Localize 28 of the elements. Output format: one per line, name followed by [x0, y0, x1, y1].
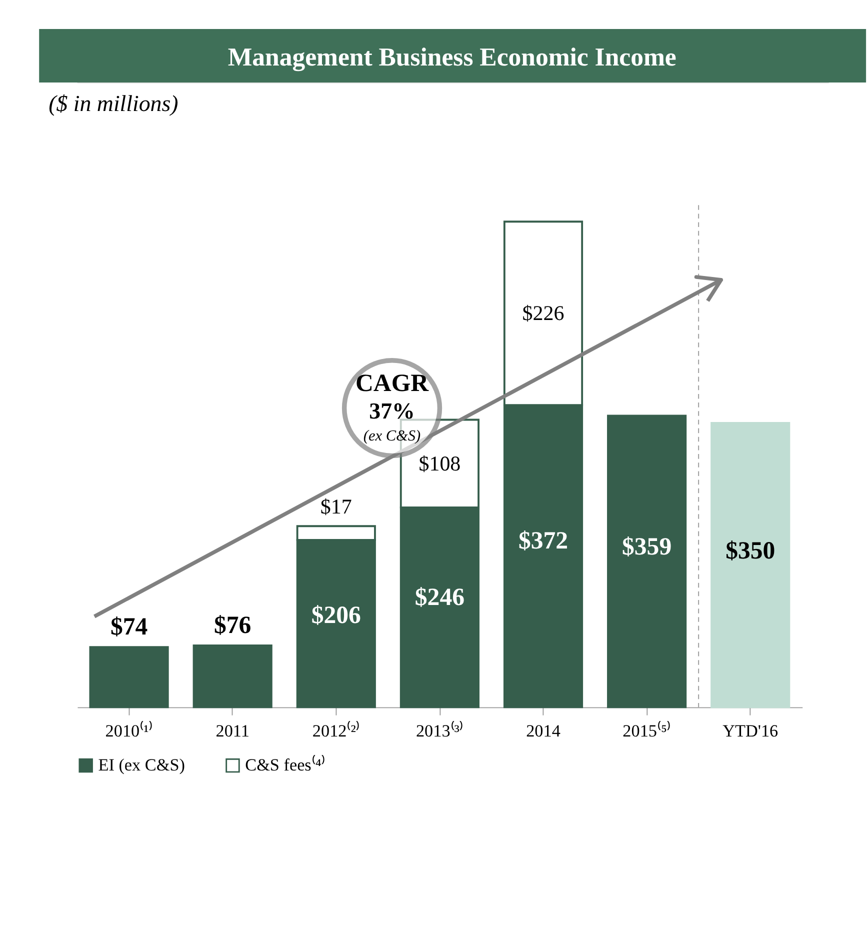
annotation: CAGR	[356, 370, 430, 397]
x-tick-label: 2013⁽³⁾	[416, 720, 464, 740]
annotation: 37%	[369, 398, 415, 424]
data-label: $74	[110, 614, 148, 641]
bar	[607, 414, 687, 708]
chart-subtitle: ($ in millions)	[48, 91, 178, 116]
data-label: $359	[622, 533, 672, 560]
x-tick-label: 2011	[216, 721, 250, 740]
bar	[89, 646, 169, 708]
x-tick-label: 2014	[526, 721, 561, 740]
x-tick-label: 2015⁽⁵⁾	[622, 720, 671, 740]
bar	[192, 644, 272, 708]
legend-label: C&S fees⁽⁴⁾	[245, 754, 326, 774]
data-label: $206	[311, 602, 361, 629]
data-label: $246	[414, 584, 464, 611]
data-label: $76	[214, 612, 252, 640]
bar	[710, 422, 790, 708]
data-label: $17	[320, 494, 352, 519]
annotation: (ex C&S)	[363, 428, 421, 445]
data-label: $350	[726, 538, 776, 565]
x-tick-label: 2010⁽¹⁾	[105, 720, 153, 740]
chart-title: Management Business Economic Income	[228, 42, 676, 72]
data-label: $372	[518, 528, 568, 555]
legend-label: EI (ex C&S)	[98, 755, 185, 774]
data-label: $226	[522, 301, 564, 326]
x-tick-label: 2012⁽²⁾	[312, 720, 360, 740]
data-label: $108	[418, 451, 461, 476]
x-tick-label: YTD'16	[722, 721, 779, 740]
